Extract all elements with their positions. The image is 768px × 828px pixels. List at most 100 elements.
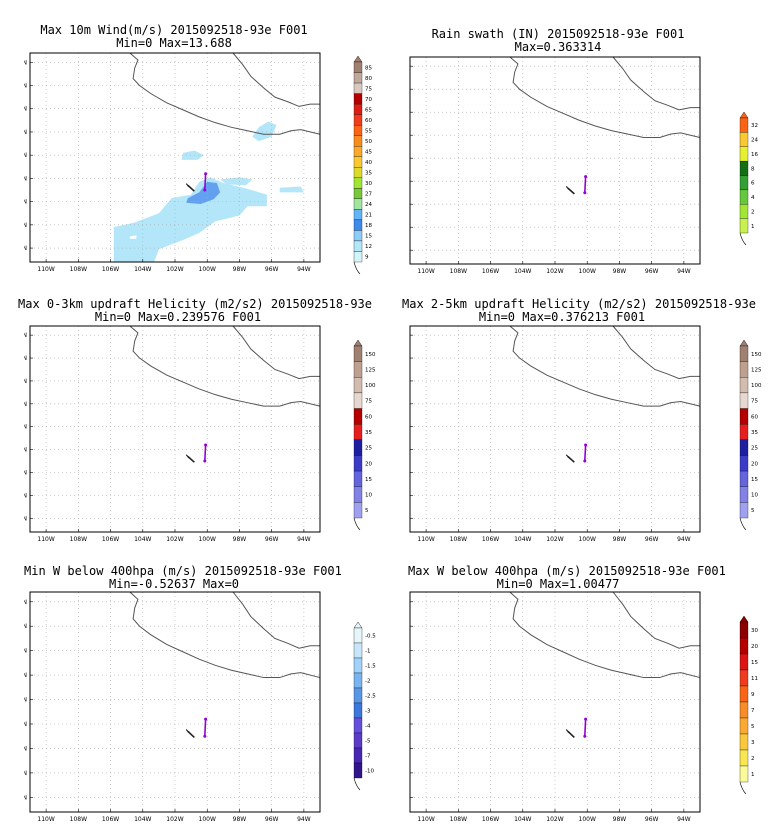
lat-label: 12N: [24, 447, 27, 454]
lat-label: 8N: [24, 770, 27, 777]
panel-title-line2: Min=-0.52637 Max=0: [108, 577, 240, 591]
colorbar-label: 5: [751, 724, 755, 730]
colorbar-label: -1.5: [365, 664, 376, 670]
colorbar-swatch: [353, 219, 363, 231]
colorbar-swatch: [739, 621, 749, 639]
lon-label: 96W: [645, 536, 659, 543]
colorbar-label: 5: [365, 508, 369, 514]
best-track: [187, 730, 195, 739]
colorbar-tail: [353, 261, 361, 275]
storm-track-point: [204, 443, 208, 447]
colorbar-swatch: [739, 132, 749, 147]
colorbar-label: 80: [365, 76, 372, 82]
colorbar: 85 80 75 70 65 60 55 50 45 40 35 30 27 24 21 18 15 12 9: [353, 55, 372, 275]
panel-max-10m-wind: Max 10m Wind(m/s) 2015092518-93e F001 Mi…: [24, 0, 384, 275]
lat-label: 8N: [24, 492, 27, 499]
colorbar-label: -4: [365, 724, 371, 730]
storm-track-point: [203, 459, 207, 463]
colorbar-swatch: [739, 408, 749, 425]
colorbar-swatch: [353, 470, 363, 487]
lon-label: 94W: [677, 268, 691, 275]
panel-helicity-0-3km: Max 0-3km updraft Helicity (m2/s2) 20150…: [18, 272, 384, 547]
best-track: [187, 455, 195, 463]
coastline: [232, 325, 320, 380]
colorbar-label: 21: [365, 213, 372, 219]
best-track: [187, 184, 195, 192]
colorbar-swatch: [739, 189, 749, 205]
best-track-tick: [565, 185, 570, 190]
best-track: [567, 730, 575, 739]
lon-label: 102W: [546, 268, 563, 275]
panel-min-w-400hpa: Min W below 400hpa (m/s) 2015092518-93e …: [24, 540, 384, 828]
colorbar-swatch: [739, 685, 749, 703]
colorbar-label: 10: [365, 493, 372, 499]
storm-track-point: [583, 734, 587, 738]
colorbar-label: 16: [751, 152, 758, 158]
lat-label: 20N: [24, 623, 27, 630]
map-frame: 22N 20N 18N 16N 14N 12N 10N 8N 6N 110W 108W 106W 104…: [24, 591, 321, 823]
map-max-w-400hpa: 22N20N18N16N14N12N10N8N6N110W108W106W104…: [409, 591, 758, 823]
lon-label: 94W: [677, 816, 691, 823]
lon-label: 96W: [265, 266, 279, 273]
lon-label: 106W: [482, 816, 499, 823]
colorbar-swatch: [739, 218, 749, 234]
lat-label: 6N: [24, 515, 27, 522]
map-frame: 22N 20N 18N 16N 14N 12N 10N 8N 6N 110W 108W 106W 104…: [24, 325, 321, 543]
coastline: [129, 591, 321, 679]
lat-label: 10N: [24, 469, 27, 476]
lon-label: 106W: [102, 266, 119, 273]
colorbar-tail: [353, 517, 361, 531]
colorbar-swatch: [353, 424, 363, 440]
colorbar-label: 30: [751, 628, 758, 634]
lon-label: 100W: [199, 816, 216, 823]
colorbar-label: 125: [365, 367, 376, 373]
colorbar-swatch: [353, 82, 363, 94]
panel-title-line1: Max 2-5km updraft Helicity (m2/s2) 20150…: [402, 297, 757, 311]
colorbar-swatch: [739, 377, 749, 394]
colorbar-label: 15: [365, 477, 372, 483]
lon-label: 94W: [297, 816, 311, 823]
panel-title-line1: Max W below 400hpa (m/s) 2015092518-93e …: [408, 564, 726, 578]
colorbar-swatch: [739, 653, 749, 671]
colorbar-label: 75: [365, 399, 372, 405]
lon-label: 102W: [546, 816, 563, 823]
storm-track-point: [583, 191, 587, 195]
colorbar-label: 150: [365, 352, 376, 358]
lon-label: 96W: [265, 536, 279, 543]
colorbar-label: 3: [751, 740, 755, 746]
coastline: [509, 325, 701, 407]
colorbar-label: 1: [751, 772, 755, 778]
lon-label: 110W: [417, 816, 434, 823]
colorbar-label: 18: [365, 223, 372, 229]
lon-label: 100W: [579, 268, 596, 275]
colorbar-label: 85: [365, 65, 372, 71]
colorbar-swatch: [353, 762, 363, 779]
lon-label: 110W: [417, 536, 434, 543]
panel-title: Min W below 400hpa (m/s) 2015092518-93e …: [24, 565, 342, 591]
lat-label: 14N: [24, 697, 27, 704]
storm-track: [584, 719, 587, 737]
panel-title-line2: Min=0 Max=13.688: [116, 36, 232, 50]
panel-title-line2: Min=0 Max=0.376213 F001: [478, 310, 646, 324]
panel-helicity-2-5km: Max 2-5km updraft Helicity (m2/s2) 20150…: [402, 272, 768, 547]
colorbar-swatch: [739, 637, 749, 655]
colorbar: 150 125 100 75 60 35 25 20 15 10 5: [739, 339, 762, 531]
wind-area-blob: [279, 186, 304, 193]
lon-label: 104W: [514, 536, 531, 543]
colorbar-swatch: [353, 167, 363, 178]
lon-label: 96W: [645, 268, 659, 275]
colorbar-swatch: [353, 702, 363, 719]
colorbar-label: 35: [365, 171, 372, 177]
colorbar-label: 40: [365, 160, 372, 166]
panel-title-line2: Min=0 Max=0.239576 F001: [94, 310, 262, 324]
colorbar-label: -1: [365, 649, 370, 655]
lon-label: 108W: [70, 816, 87, 823]
colorbar-swatch: [353, 72, 363, 84]
colorbar-label: 4: [751, 195, 755, 201]
panel-title: Rain swath (IN) 2015092518-93e F001 Max=…: [408, 28, 708, 54]
lon-label: 110W: [417, 268, 434, 275]
map-rain-swath: 22N20N18N16N14N12N10N8N6N110W108W106W104…: [409, 56, 758, 275]
colorbar-label: 15: [751, 660, 758, 666]
lon-label: 110W: [37, 266, 54, 273]
colorbar-label: 35: [751, 430, 758, 436]
